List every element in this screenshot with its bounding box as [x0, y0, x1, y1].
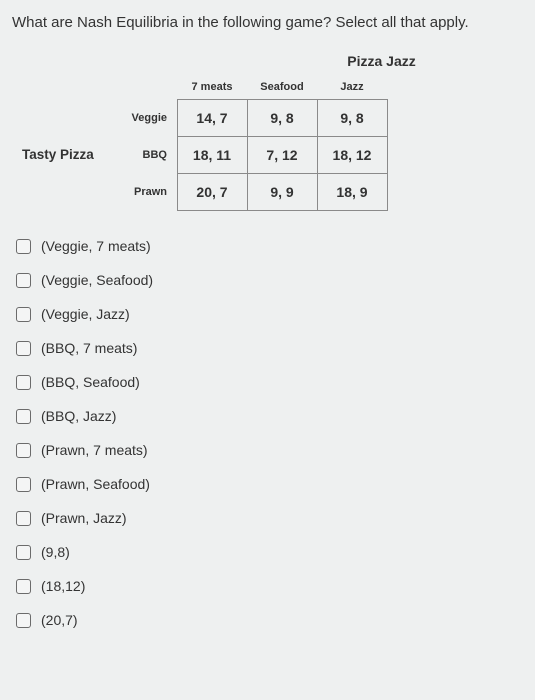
option-label: (9,8) [41, 544, 70, 560]
option-6[interactable]: (Prawn, 7 meats) [16, 442, 523, 458]
cell-2-1: 9, 9 [247, 173, 318, 211]
option-11[interactable]: (20,7) [16, 612, 523, 628]
option-label: (Prawn, Jazz) [41, 510, 127, 526]
cell-2-2: 18, 9 [317, 173, 388, 211]
option-1[interactable]: (Veggie, Seafood) [16, 272, 523, 288]
checkbox-icon[interactable] [16, 409, 31, 424]
answer-options: (Veggie, 7 meats) (Veggie, Seafood) (Veg… [16, 238, 523, 628]
option-label: (Prawn, Seafood) [41, 476, 150, 492]
option-9[interactable]: (9,8) [16, 544, 523, 560]
cell-2-0: 20, 7 [177, 173, 248, 211]
option-8[interactable]: (Prawn, Jazz) [16, 510, 523, 526]
option-label: (Veggie, 7 meats) [41, 238, 151, 254]
cell-0-2: 9, 8 [317, 99, 388, 137]
column-player-label: Pizza Jazz [240, 53, 523, 69]
cell-1-1: 7, 12 [247, 136, 318, 174]
option-label: (Veggie, Seafood) [41, 272, 153, 288]
checkbox-icon[interactable] [16, 239, 31, 254]
option-label: (BBQ, Jazz) [41, 408, 116, 424]
option-label: (20,7) [41, 612, 78, 628]
option-7[interactable]: (Prawn, Seafood) [16, 476, 523, 492]
option-label: (18,12) [41, 578, 85, 594]
question-text: What are Nash Equilibria in the followin… [12, 14, 523, 31]
checkbox-icon[interactable] [16, 477, 31, 492]
cell-1-2: 18, 12 [317, 136, 388, 174]
option-10[interactable]: (18,12) [16, 578, 523, 594]
option-2[interactable]: (Veggie, Jazz) [16, 306, 523, 322]
option-5[interactable]: (BBQ, Jazz) [16, 408, 523, 424]
option-4[interactable]: (BBQ, Seafood) [16, 374, 523, 390]
option-label: (Prawn, 7 meats) [41, 442, 148, 458]
cell-0-0: 14, 7 [177, 99, 248, 137]
option-label: (Veggie, Jazz) [41, 306, 130, 322]
cell-0-1: 9, 8 [247, 99, 318, 137]
payoff-matrix: Pizza Jazz 7 meats Seafood Jazz Veggie 1… [22, 53, 523, 210]
col-head-1: Seafood [247, 75, 317, 99]
option-label: (BBQ, 7 meats) [41, 340, 137, 356]
col-head-0: 7 meats [177, 75, 247, 99]
row-head-2: Prawn [117, 186, 177, 198]
checkbox-icon[interactable] [16, 545, 31, 560]
col-head-2: Jazz [317, 75, 387, 99]
checkbox-icon[interactable] [16, 443, 31, 458]
row-player-label: Tasty Pizza [22, 147, 117, 162]
checkbox-icon[interactable] [16, 341, 31, 356]
checkbox-icon[interactable] [16, 307, 31, 322]
option-3[interactable]: (BBQ, 7 meats) [16, 340, 523, 356]
checkbox-icon[interactable] [16, 273, 31, 288]
checkbox-icon[interactable] [16, 375, 31, 390]
row-head-1: BBQ [117, 149, 177, 161]
checkbox-icon[interactable] [16, 579, 31, 594]
option-label: (BBQ, Seafood) [41, 374, 140, 390]
row-head-0: Veggie [117, 112, 177, 124]
checkbox-icon[interactable] [16, 511, 31, 526]
option-0[interactable]: (Veggie, 7 meats) [16, 238, 523, 254]
checkbox-icon[interactable] [16, 613, 31, 628]
cell-1-0: 18, 11 [177, 136, 248, 174]
